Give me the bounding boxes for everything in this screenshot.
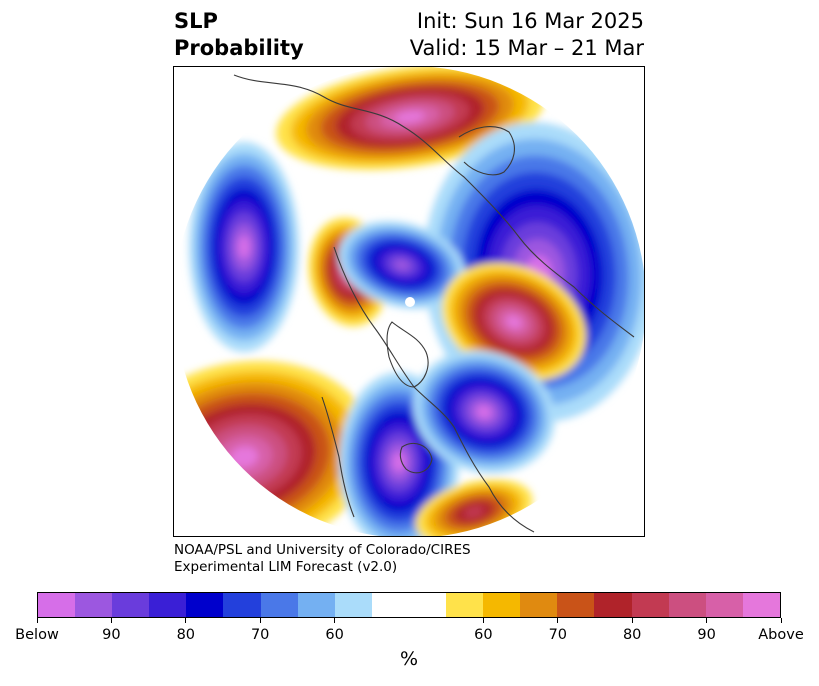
- colorbar-segment-above-9: [742, 593, 780, 617]
- colorbar-segment-above-1: [446, 593, 484, 617]
- colorbar-segment-above-5: [594, 593, 632, 617]
- colorbar-segment-below-6: [223, 593, 261, 617]
- colorbar-tick-mark: [259, 618, 261, 623]
- credit-text: NOAA/PSL and University of Colorado/CIRE…: [174, 542, 471, 576]
- colorbar-tick-label: 70: [548, 627, 568, 643]
- colorbar-tick-label: 70: [250, 627, 270, 643]
- colorbar-tick-mark: [557, 618, 559, 623]
- pacific-high-contour-9: [506, 315, 522, 329]
- credit-line-2: Experimental LIM Forecast (v2.0): [174, 559, 398, 575]
- colorbar-tick-mark: [110, 618, 112, 623]
- colorbar-tick-mark: [36, 618, 38, 623]
- colorbar-tick-mark: [185, 618, 187, 623]
- north-america-low-contour-9: [392, 452, 406, 472]
- colorbar-segment-below-3: [112, 593, 150, 617]
- colorbar-tick-mark: [706, 618, 708, 623]
- coastline-west-america: [321, 396, 355, 518]
- atlantic-low-contour-9: [476, 405, 492, 419]
- forecast-dates: Init: Sun 16 Mar 2025 Valid: 15 Mar – 21…: [410, 8, 644, 62]
- colorbar-segment-below-5: [186, 593, 224, 617]
- valid-range: Valid: 15 Mar – 21 Mar: [409, 36, 644, 60]
- colorbar-label: %: [399, 648, 419, 670]
- chart-title: SLP Probability: [174, 8, 304, 62]
- colorbar-segment-below-2: [75, 593, 113, 617]
- colorbar-segment-below-8: [297, 593, 335, 617]
- colorbar-segment-above-8: [705, 593, 743, 617]
- coastline-europe: [458, 126, 515, 176]
- coastline-eurasia: [233, 74, 635, 338]
- colorbar-tick-mark: [482, 618, 484, 623]
- colorbar-tick-mark: [334, 618, 336, 623]
- colorbar-segment-above-6: [631, 593, 669, 617]
- colorbar-tick-mark: [780, 618, 782, 623]
- colorbar-tick-label: 80: [622, 627, 642, 643]
- coastline-north-america: [333, 246, 535, 533]
- arctic-low-contour-8: [394, 259, 410, 271]
- colorbar-segment-above-7: [668, 593, 706, 617]
- colorbar-segment-below-7: [260, 593, 298, 617]
- colorbar-segment-neutral: [371, 593, 447, 617]
- colorbar-segment-above-4: [557, 593, 595, 617]
- colorbar-segment-above-2: [483, 593, 521, 617]
- polar-map: [173, 66, 645, 537]
- coastline-hudson: [399, 442, 433, 474]
- colorbar-tick-label: 80: [176, 627, 196, 643]
- colorbar-segment-below-4: [149, 593, 187, 617]
- colorbar-tick-label: Above: [758, 627, 804, 643]
- title-line-1: SLP: [174, 9, 218, 33]
- colorbar-segment-below-1: [38, 593, 76, 617]
- title-line-2: Probability: [174, 36, 304, 60]
- central-asia-low-contour-9: [237, 235, 251, 259]
- colorbar-tick-label: 60: [474, 627, 493, 643]
- coastlines: [233, 74, 635, 533]
- colorbar-tick-label: 90: [102, 627, 121, 643]
- colorbar-segment-below-9: [334, 593, 372, 617]
- subtropical-high-contour-6: [464, 506, 484, 518]
- colorbar-tick-label: Below: [15, 627, 59, 643]
- probability-map-svg: [174, 67, 644, 536]
- colorbar: [37, 592, 781, 618]
- north-pole-marker: [405, 297, 415, 307]
- colorbar-tick-label: 90: [697, 627, 716, 643]
- colorbar-tick-label: 60: [325, 627, 344, 643]
- colorbar-segment-above-3: [520, 593, 558, 617]
- init-date: Init: Sun 16 Mar 2025: [416, 9, 644, 33]
- colorbar-tick-mark: [631, 618, 633, 623]
- credit-line-1: NOAA/PSL and University of Colorado/CIRE…: [174, 542, 471, 558]
- coastline-greenland: [386, 321, 429, 388]
- eurasia-high-contour-9: [395, 111, 425, 123]
